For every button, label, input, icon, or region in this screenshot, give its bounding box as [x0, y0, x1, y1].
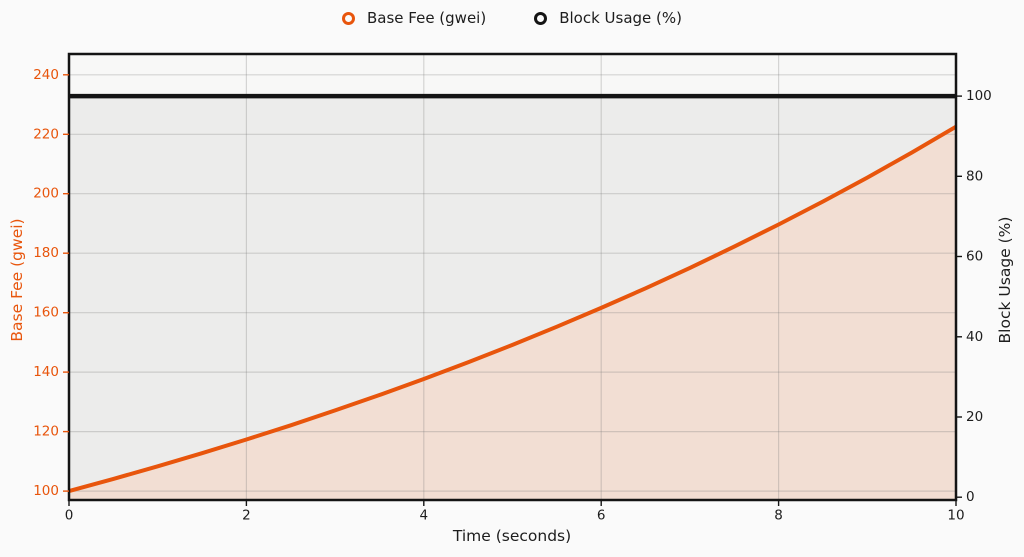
right-tick-label-0: 0: [966, 489, 975, 505]
right-tick-label-40: 40: [966, 329, 983, 345]
x-axis-title: Time (seconds): [452, 527, 572, 545]
base-fee-area: [69, 126, 956, 500]
legend-label-block-usage: Block Usage (%): [559, 9, 683, 27]
right-axis-title: Block Usage (%): [996, 216, 1014, 344]
left-tick-label-100: 100: [33, 483, 59, 499]
right-tick-label-100: 100: [966, 88, 992, 104]
left-tick-label-140: 140: [33, 364, 59, 380]
right-tick-label-20: 20: [966, 409, 983, 425]
x-tick-label-0: 0: [65, 508, 74, 524]
block-usage-marker-icon: [534, 12, 548, 25]
x-tick-label-4: 4: [420, 508, 429, 524]
left-axis-title: Base Fee (gwei): [8, 218, 26, 342]
base-fee-curve: [68, 124, 958, 494]
x-tick-label-10: 10: [947, 508, 964, 524]
legend-item-block-usage: Block Usage (%): [534, 11, 682, 26]
left-tick-label-200: 200: [33, 186, 59, 202]
left-tick-label-220: 220: [33, 126, 59, 142]
left-tick-label-160: 160: [33, 305, 59, 321]
right-tick-label-60: 60: [966, 249, 983, 265]
left-tick-label-180: 180: [33, 245, 59, 261]
left-tick-label-120: 120: [33, 424, 59, 440]
x-tick-label-8: 8: [774, 508, 783, 524]
x-tick-label-2: 2: [242, 508, 251, 524]
legend-item-base-fee: Base Fee (gwei): [341, 9, 487, 27]
legend-label-base-fee: Base Fee (gwei): [366, 9, 487, 27]
right-tick-label-80: 80: [966, 168, 983, 184]
plot-border: [67, 52, 958, 502]
x-tick-label-6: 6: [597, 508, 606, 524]
base-fee-marker-icon: [341, 12, 355, 25]
chart-legend: Base Fee (gwei) Block Usage (%): [0, 11, 1024, 26]
left-tick-label-240: 240: [33, 67, 59, 83]
